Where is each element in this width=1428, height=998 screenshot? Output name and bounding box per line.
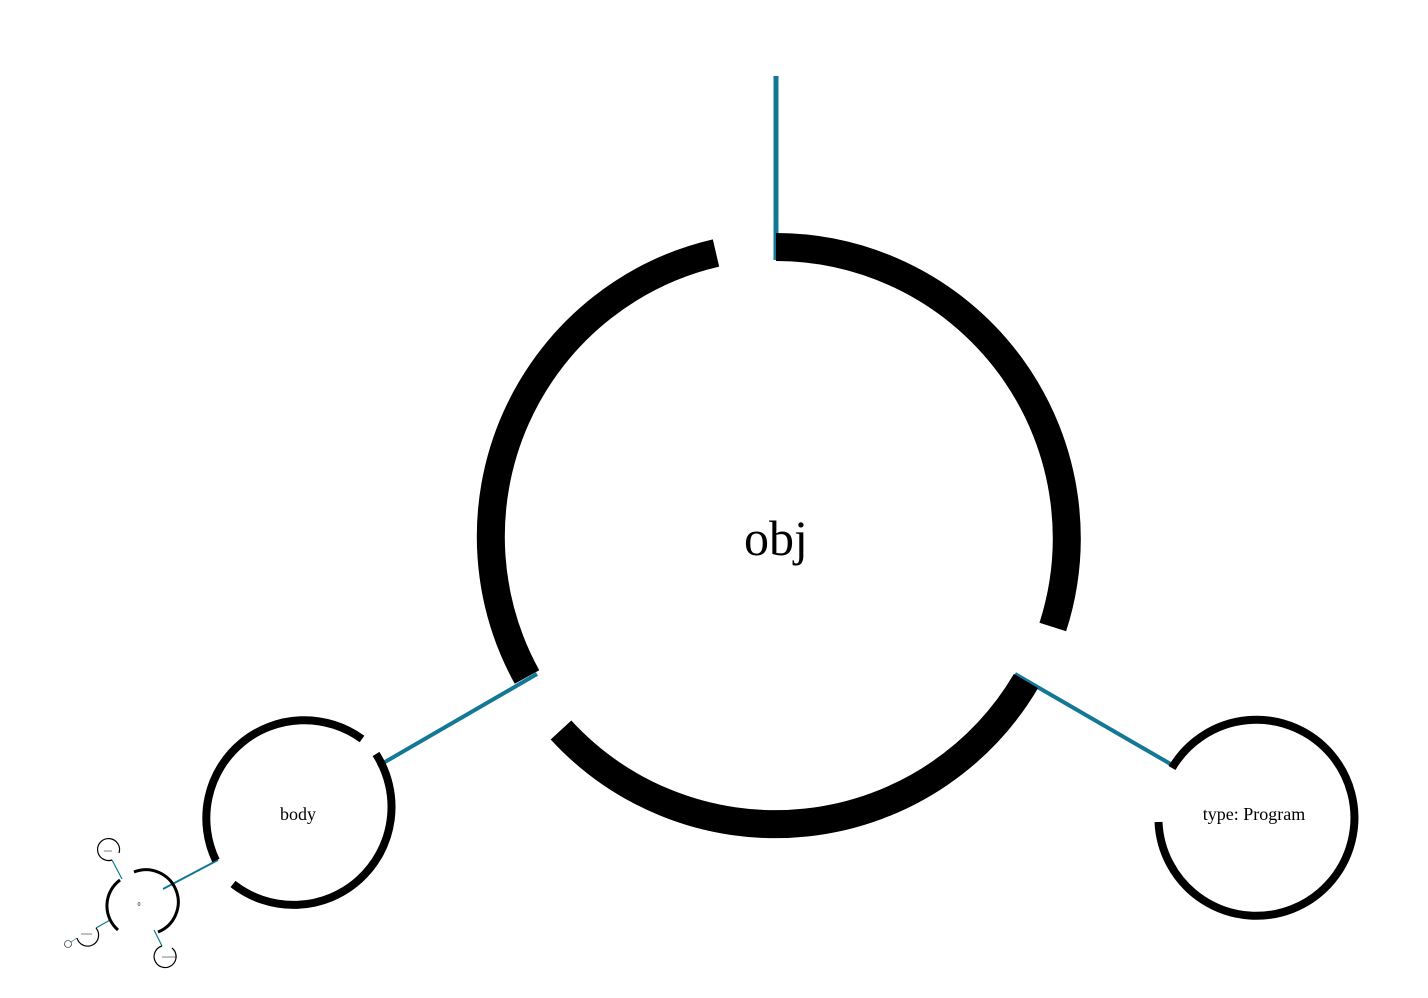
node-item-child-c[interactable]: [153, 945, 177, 969]
child-b-to-grandchild-link: [70, 937, 78, 943]
root-to-type-link: [1013, 672, 1176, 768]
node-body-item[interactable]: 0: [105, 868, 180, 934]
node-body-item-ring-arc-right: [133, 868, 180, 934]
node-item-child-b-ring: [76, 927, 100, 947]
node-root[interactable]: obj: [476, 233, 1081, 839]
node-body-item-label: 0: [138, 902, 141, 908]
node-item-child-a[interactable]: [96, 837, 121, 862]
node-item-child-c-ring: [153, 945, 177, 969]
node-root-ring-arc-left: [476, 239, 720, 684]
node-body-item-ring-arc-left: [105, 878, 121, 932]
node-body[interactable]: body: [202, 716, 396, 909]
node-type[interactable]: type: Program: [1154, 715, 1359, 920]
root-to-body-link: [376, 672, 539, 768]
node-body-ring-arc-bottom: [230, 751, 396, 909]
item-to-child-a-link: [111, 859, 123, 880]
item-to-child-c-link: [153, 929, 163, 947]
node-type-ring: [1154, 715, 1359, 920]
body-to-item-link: [162, 859, 219, 890]
node-root-label: obj: [744, 510, 808, 566]
node-body-ring-arc-top: [202, 716, 365, 863]
node-root-ring-arc-lower: [550, 673, 1039, 839]
node-item-child-b[interactable]: [76, 927, 100, 947]
node-item-grandchild-ring: [64, 940, 72, 948]
item-to-child-b-link: [95, 919, 111, 929]
node-root-ring-arc-upper: [775, 233, 1081, 632]
node-type-label: type: Program: [1203, 804, 1305, 824]
node-body-label: body: [280, 804, 316, 824]
node-item-grandchild[interactable]: [64, 940, 72, 948]
node-item-child-a-ring: [96, 837, 121, 862]
